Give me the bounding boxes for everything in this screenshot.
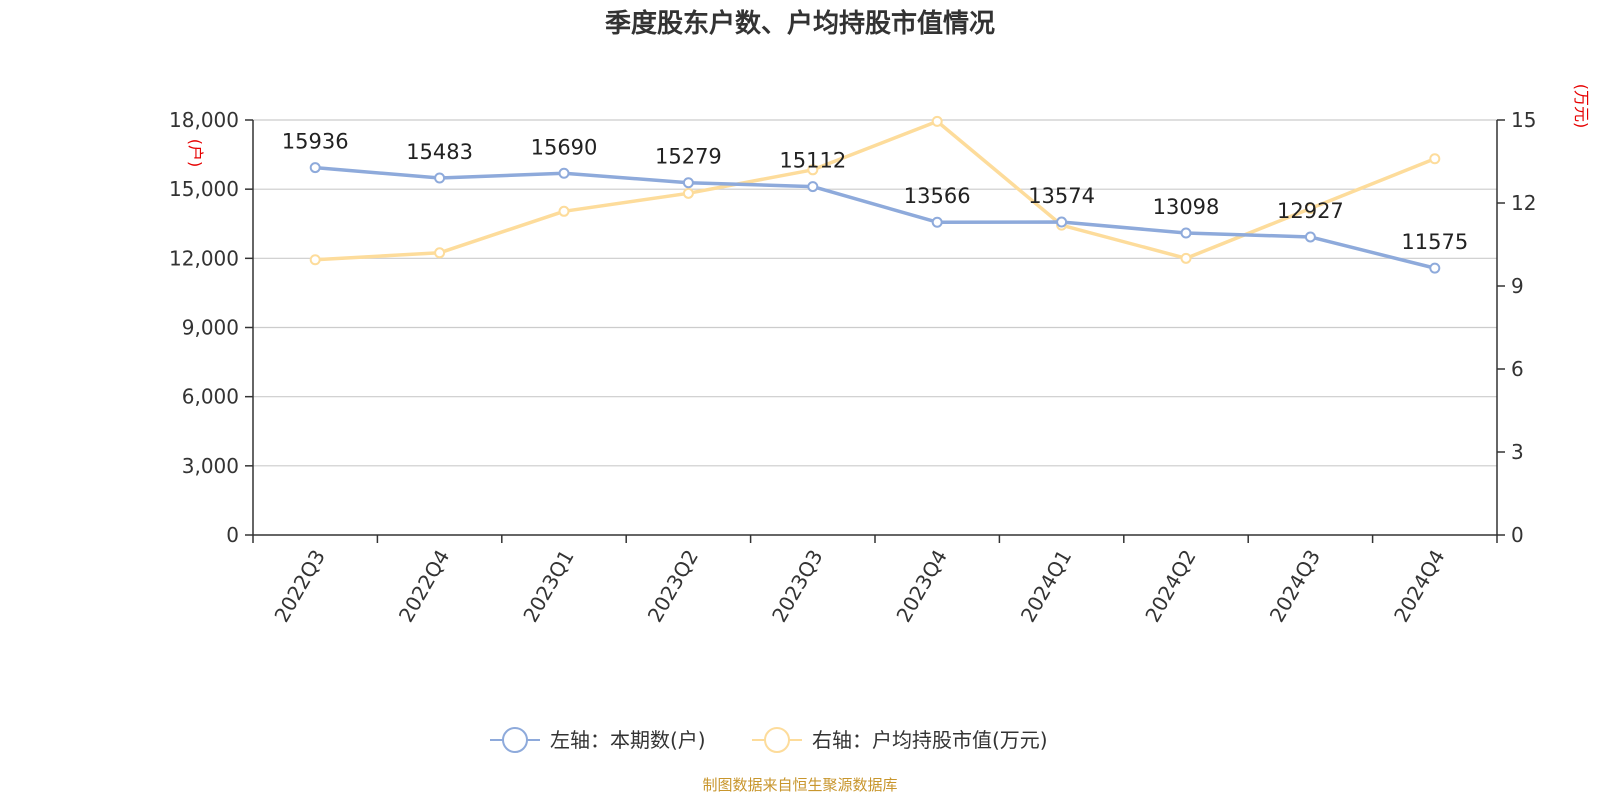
legend-label: 左轴：本期数(户) (550, 728, 706, 752)
data-point-right (434, 247, 446, 259)
data-label: 11575 (1401, 230, 1468, 254)
data-label: 15112 (779, 149, 846, 173)
left-axis-tick-label: 0 (226, 523, 239, 547)
left-axis-tick-label: 18,000 (169, 108, 239, 132)
data-point-left (1180, 227, 1192, 239)
x-axis-tick-label: 2023Q2 (643, 546, 703, 627)
data-point-right (309, 254, 321, 266)
data-label: 13574 (1028, 184, 1095, 208)
data-label: 15279 (655, 145, 722, 169)
data-label: 15936 (282, 130, 349, 154)
data-point-left (682, 177, 694, 189)
data-label: 15690 (531, 135, 598, 159)
series-line-left (313, 165, 1437, 270)
x-axis-tick-label: 2024Q3 (1265, 546, 1325, 627)
data-label-layer: 15936 15483 15690 15279 15112 13566 13574 13098… (282, 130, 1468, 255)
right-axis-unit: (万元) (1572, 84, 1591, 129)
data-point-right (558, 205, 570, 217)
data-label: 13098 (1153, 195, 1220, 219)
x-axis-tick-label: 2023Q4 (891, 546, 951, 627)
legend-marker-circle (502, 727, 528, 753)
data-label: 15483 (406, 140, 473, 164)
right-axis-tick-label: 15 (1511, 108, 1536, 132)
data-point-right (682, 187, 694, 199)
data-point-left (1056, 216, 1068, 228)
right-axis-tick-label: 12 (1511, 191, 1536, 215)
data-point-left (931, 216, 943, 228)
grid-layer (253, 119, 1497, 467)
data-point-right (1180, 252, 1192, 264)
chart-title: 季度股东户数、户均持股市值情况 (605, 8, 995, 39)
x-axis-tick-label: 2024Q2 (1140, 546, 1200, 627)
data-point-right (1429, 153, 1441, 165)
x-axis-tick-label: 2023Q3 (767, 546, 827, 627)
data-point-right (807, 164, 819, 176)
x-axis-tick-label: 2023Q1 (518, 546, 578, 627)
left-axis-tick-label: 6,000 (182, 385, 239, 409)
data-point-left (309, 162, 321, 174)
x-axis-tick-label: 2022Q4 (394, 546, 454, 627)
data-point-right (1304, 203, 1316, 215)
x-axis-tick-label: 2024Q1 (1016, 546, 1076, 627)
left-axis-tick-label: 3,000 (182, 454, 239, 478)
left-axis-tick-label: 15,000 (169, 177, 239, 201)
left-axis-tick-label: 12,000 (169, 246, 239, 270)
right-axis-tick-label: 0 (1511, 523, 1524, 547)
data-point-left (1429, 262, 1441, 274)
data-label: 12927 (1277, 199, 1344, 223)
data-point-left (434, 172, 446, 184)
left-axis-unit: (户) (186, 139, 205, 168)
data-label: 13566 (904, 184, 971, 208)
data-point-right (931, 115, 943, 127)
right-axis-tick-label: 6 (1511, 357, 1524, 381)
series-layer (309, 115, 1441, 274)
right-axis-tick-label: 9 (1511, 274, 1524, 298)
source-note: 制图数据来自恒生聚源数据库 (702, 776, 897, 794)
left-axis-tick-label: 9,000 (182, 316, 239, 340)
series-line-right (313, 119, 1437, 262)
legend-marker-circle (764, 727, 790, 753)
x-axis-tick-label: 2024Q4 (1389, 546, 1449, 627)
legend: 左轴：本期数(户) 右轴：户均持股市值(万元) (490, 727, 1048, 753)
right-axis-tick-label: 3 (1511, 440, 1524, 464)
data-point-left (807, 181, 819, 193)
data-point-left (1304, 231, 1316, 243)
legend-label: 右轴：户均持股市值(万元) (812, 728, 1048, 752)
data-point-left (558, 167, 570, 179)
axes-layer: 0 3,000 6,000 9,000 12,000 15,000 18,000 0 3 6 9 12… (169, 84, 1591, 626)
x-axis-tick-label: 2022Q3 (269, 546, 329, 627)
